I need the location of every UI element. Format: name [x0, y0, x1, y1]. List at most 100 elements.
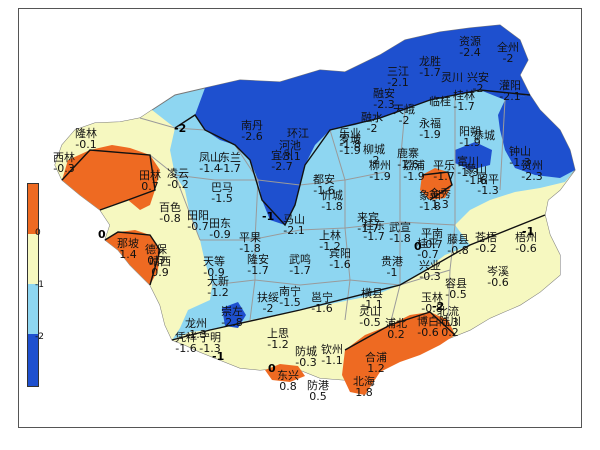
station-value: 0.7: [141, 180, 159, 193]
station-value: -2.1: [499, 90, 521, 103]
station-name: 田东: [209, 217, 231, 230]
station-label: 苍梧 -0.2: [475, 232, 497, 254]
station-value: -2.1: [387, 76, 409, 89]
station-value: -1.7: [453, 100, 475, 113]
station-value: -1.9: [419, 128, 441, 141]
station-label: 贺州 -2.3: [521, 160, 543, 182]
station-label: 乐业 -1.8: [339, 128, 361, 150]
station-name: 荔浦: [403, 159, 425, 172]
station-name: 梧州: [515, 231, 537, 244]
region-orange-southwest: [105, 230, 160, 285]
station-label: 玉林 -0.8: [421, 292, 443, 314]
station-label: 河池 -3.1: [279, 140, 301, 162]
station-label: 钦州 -1.1: [321, 344, 343, 366]
station-label: 陆川 0.2: [439, 316, 461, 338]
station-name: 桂平: [417, 237, 439, 250]
station-value: -0.6: [417, 326, 439, 339]
station-label: 容县 -0.5: [445, 278, 467, 300]
station-name: 马山: [283, 213, 305, 226]
station-label: 博白 -0.6: [417, 316, 439, 338]
station-value: -0.5: [359, 316, 381, 329]
station-name: 那坡: [117, 237, 139, 250]
station-label: 西林 -0.3: [53, 152, 75, 174]
station-name: 龙胜: [419, 55, 441, 68]
station-name: 全州: [497, 41, 519, 54]
station-label: 天峨 -2: [393, 104, 415, 126]
station-label: 凭祥 -1.6: [175, 332, 197, 354]
station-label: 桂林 -1.7: [453, 90, 475, 112]
station-name: 凤山: [199, 151, 221, 164]
station-value: -1.7: [357, 222, 379, 235]
station-value: -1.9: [403, 170, 425, 183]
region-pale-yellow-south: [172, 215, 560, 380]
station-value: -0.7: [187, 220, 209, 233]
region-dark-blue-north: [195, 25, 530, 225]
station-label: 百色 -0.8: [159, 202, 181, 224]
station-name: 灌阳: [499, 79, 521, 92]
station-name: 靖西: [149, 255, 171, 268]
station-name: 资源: [459, 35, 481, 48]
station-label: 东兰 -1.7: [219, 152, 241, 174]
station-label: 灵川: [441, 72, 463, 83]
station-label: 平果 -1.8: [239, 232, 261, 254]
station-label: 防城 -0.3: [295, 346, 317, 368]
station-value: -2: [368, 154, 380, 167]
station-label: 荔浦 -1.9: [403, 160, 425, 182]
station-name: 天等: [203, 255, 225, 268]
station-value: 0.2: [441, 326, 459, 339]
isoline-label: -2: [174, 122, 187, 135]
station-label: 忻城 -1.8: [321, 190, 343, 212]
station-label: 大新 -1.2: [207, 276, 229, 298]
station-value: -0.9: [203, 266, 225, 279]
station-label: 邕宁 -1.6: [311, 292, 333, 314]
station-name: 钦州: [321, 343, 343, 356]
station-value: 0.3: [147, 254, 165, 267]
station-name: 罗城: [339, 133, 361, 146]
station-label: 上思 -1.2: [267, 328, 289, 350]
station-name: 鹿寨: [397, 147, 419, 160]
station-name: 贺州: [521, 159, 543, 172]
station-label: 武鸣 -1.7: [289, 254, 311, 276]
station-label: 桂东 -1.7: [363, 220, 385, 242]
station-label: 宾阳 -1.6: [329, 248, 351, 270]
station-value: -1.3: [199, 342, 221, 355]
station-value: 0.8: [279, 380, 297, 393]
station-name: 北海: [353, 375, 375, 388]
station-label: 防港 0.5: [307, 380, 329, 402]
station-label: 融水 -2: [361, 112, 383, 134]
station-value: -1.2: [319, 240, 341, 253]
station-name: 宁明: [199, 331, 221, 344]
legend-swatch-darkblue: [28, 334, 38, 386]
region-orange-south: [342, 312, 455, 395]
station-label: 北流 -0.3: [437, 306, 459, 328]
station-value: -1.7: [219, 162, 241, 175]
legend-swatch-yellow: [28, 234, 38, 284]
station-name: 东兰: [219, 151, 241, 164]
station-label: 梧州 -0.6: [515, 232, 537, 254]
station-label: 来宾 -1.7: [357, 212, 379, 234]
station-value: -1.2: [267, 338, 289, 351]
station-label: 隆安 -1.7: [247, 254, 269, 276]
station-value: -1.8: [389, 232, 411, 245]
station-name: 横县: [361, 287, 383, 300]
station-value: -3.1: [279, 150, 301, 163]
county-boundaries: [139, 95, 506, 326]
station-name: 防城: [295, 345, 317, 358]
station-value: -1.1: [321, 354, 343, 367]
station-name: 桂林: [453, 89, 475, 102]
station-label: 柳州 -1.9: [369, 160, 391, 182]
station-label: 鹿寨 -1.6: [397, 148, 419, 170]
station-value: -1.6: [311, 302, 333, 315]
station-name: 象州: [419, 189, 441, 202]
region-orange-west: [62, 145, 160, 210]
station-name: 龙州: [185, 317, 207, 330]
legend-swatch-orange: [28, 184, 38, 234]
station-name: 百色: [159, 201, 181, 214]
station-value: -1.6: [397, 158, 419, 171]
station-value: -1.7: [419, 66, 441, 79]
region-dark-blue-northeast: [498, 95, 575, 178]
station-label: 宁明 -1.3: [199, 332, 221, 354]
isoline-label: -1: [522, 225, 535, 238]
station-value: -1.3: [477, 184, 499, 197]
station-label: 平南 -0.7: [421, 228, 443, 250]
